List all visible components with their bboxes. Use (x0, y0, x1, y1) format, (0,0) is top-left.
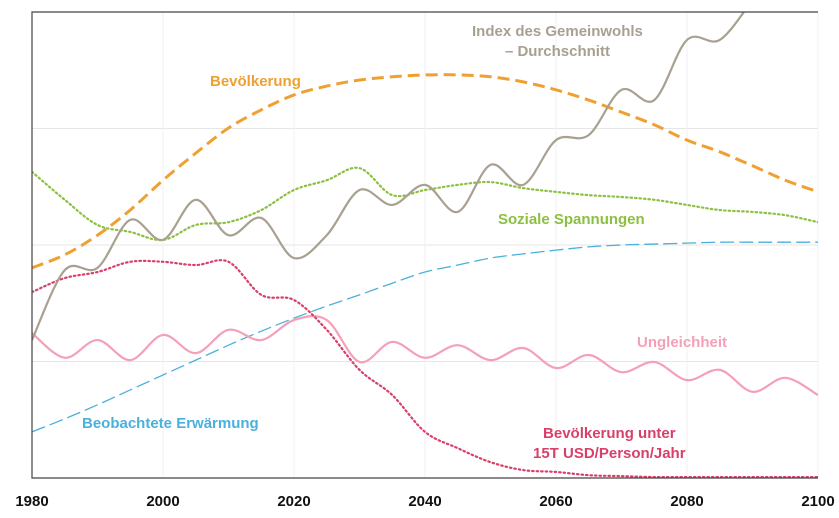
series-label: Soziale Spannungen (498, 211, 645, 228)
series-label: Index des Gemeinwohls – Durchschnitt (472, 23, 643, 60)
x-tick-label: 2000 (146, 493, 179, 510)
x-tick-label: 2040 (408, 493, 441, 510)
series-label: Bevölkerung unter 15T USD/Person/Jahr (533, 425, 686, 462)
series-line (32, 259, 818, 478)
x-tick-label: 1980 (15, 493, 48, 510)
x-tick-label: 2100 (801, 493, 834, 510)
series-label: Beobachtete Erwärmung (82, 415, 259, 432)
x-tick-label: 2020 (277, 493, 310, 510)
series-line (32, 314, 818, 397)
series-label: Ungleichheit (637, 334, 728, 351)
grid (31, 12, 819, 478)
x-tick-label: 2080 (670, 493, 703, 510)
series-line (32, 73, 818, 270)
x-tick-label: 2060 (539, 493, 572, 510)
axis: 1980 2000 2020 2040 2060 2080 2100 (15, 11, 835, 510)
plot (32, 12, 818, 478)
plot-frame (31, 11, 818, 479)
series-label: Bevölkerung (210, 73, 301, 90)
series-line (32, 241, 818, 433)
series-line (32, 12, 746, 341)
